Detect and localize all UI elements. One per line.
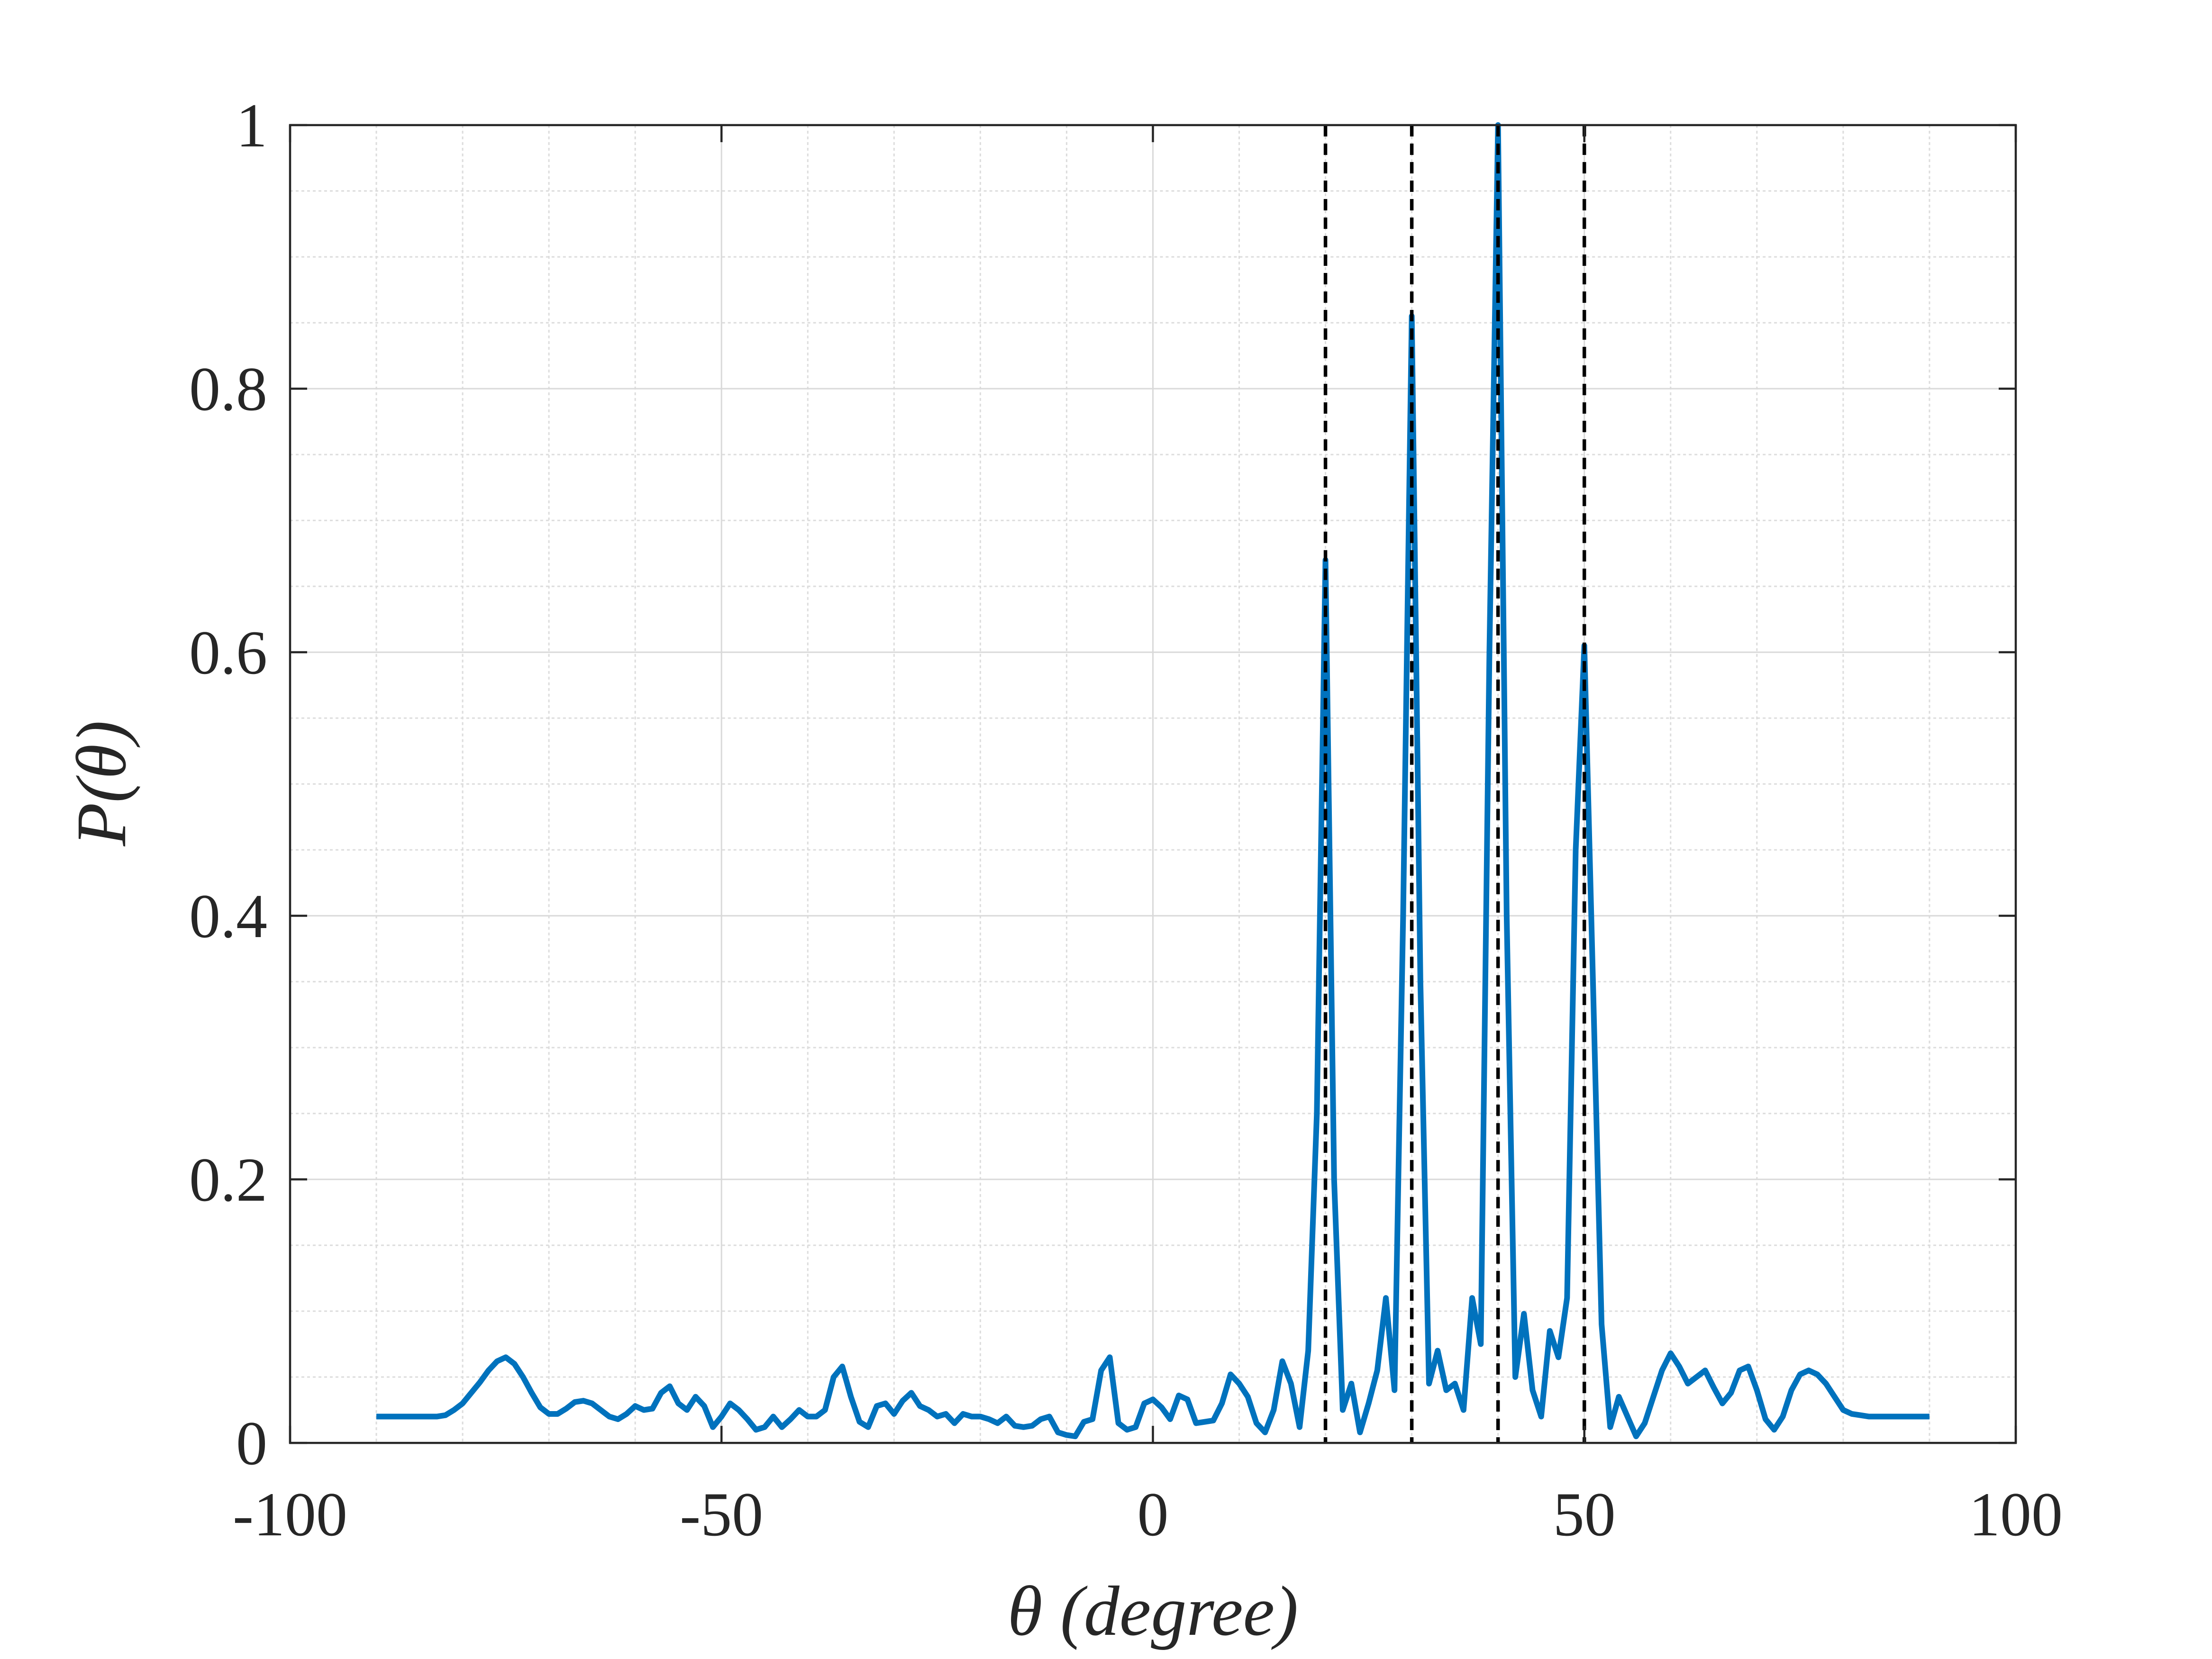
y-axis-label: P(θ) bbox=[62, 720, 141, 847]
x-tick-label: -100 bbox=[233, 1479, 347, 1549]
x-tick-label: -50 bbox=[680, 1479, 763, 1549]
y-tick-label: 1 bbox=[236, 91, 267, 160]
x-tick-label: 50 bbox=[1553, 1479, 1616, 1549]
y-tick-label: 0.4 bbox=[189, 881, 267, 951]
ticks: -100 -50 0 50 100 0 0.2 0.4 0.6 0.8 1 bbox=[189, 91, 2063, 1549]
plot-area bbox=[376, 122, 1930, 1443]
x-tick-label: 0 bbox=[1137, 1479, 1168, 1549]
x-tick-label: 100 bbox=[1969, 1479, 2063, 1549]
y-tick-label: 0.6 bbox=[189, 618, 267, 687]
y-tick-label: 0.2 bbox=[189, 1145, 267, 1214]
x-axis-label: θ (degree) bbox=[1008, 1572, 1298, 1650]
y-tick-label: 0 bbox=[236, 1408, 267, 1478]
y-tick-label: 0.8 bbox=[189, 354, 267, 424]
data-line bbox=[376, 122, 1930, 1440]
